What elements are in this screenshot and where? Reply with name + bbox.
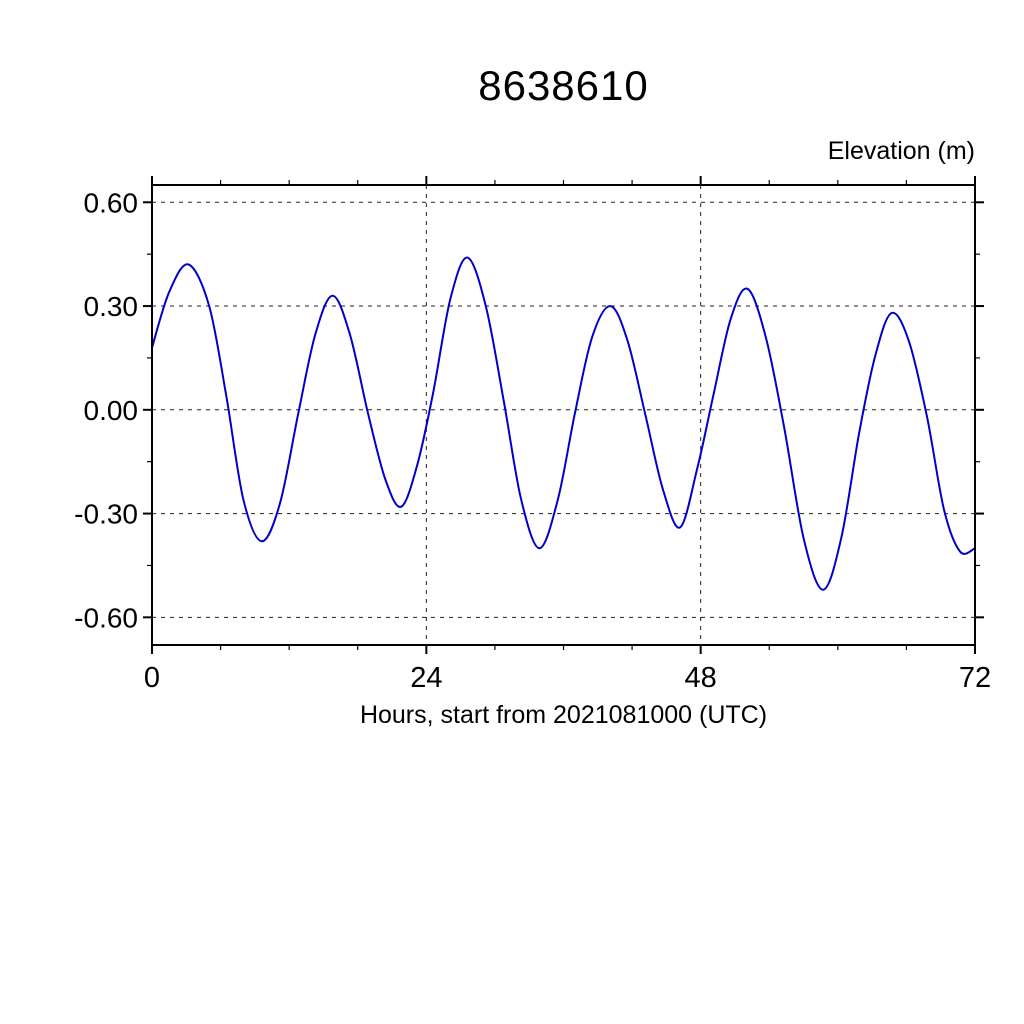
elevation-curve bbox=[151, 256, 976, 591]
x-tick-label: 48 bbox=[685, 662, 717, 694]
y-tick-label: -0.30 bbox=[74, 499, 138, 530]
x-tick-label: 0 bbox=[144, 662, 160, 694]
plot-frame bbox=[151, 184, 976, 646]
x-tick-label: 24 bbox=[410, 662, 442, 694]
x-tick-label: 72 bbox=[959, 662, 991, 694]
y-tick-label: 0.30 bbox=[84, 291, 139, 322]
y-axis-label: Elevation (m) bbox=[827, 137, 975, 165]
y-tick-label: 0.00 bbox=[84, 395, 139, 426]
x-axis-label: Hours, start from 2021081000 (UTC) bbox=[359, 701, 768, 729]
y-tick-label: -0.60 bbox=[74, 602, 138, 633]
y-tick-label: 0.60 bbox=[84, 187, 139, 218]
chart-title: 8638610 bbox=[478, 62, 649, 109]
